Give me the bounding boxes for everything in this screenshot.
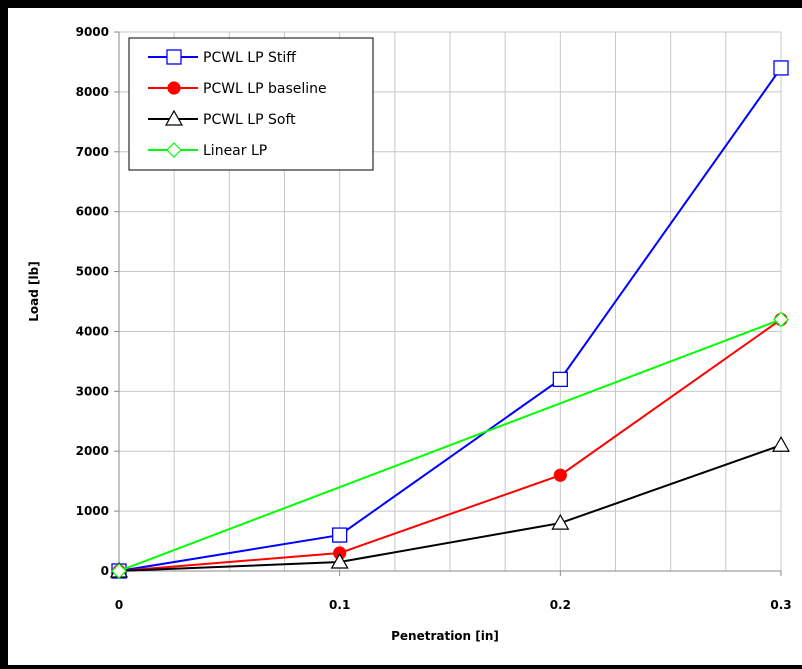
y-tick-label: 6000 [76,205,109,219]
legend-item: PCWL LP Soft [148,109,296,128]
y-tick-label: 3000 [76,384,109,398]
series-line [118,318,782,572]
series-3 [111,311,789,579]
data-point [773,60,789,76]
axes: 0 1000 2000 3000 4000 5000 6000 7000 8000 9000 0 0.… [76,25,792,612]
y-tick-label: 0 [101,564,109,578]
x-tick-label: 0.2 [550,598,571,612]
legend-marker [166,49,182,65]
legend-label: PCWL LP Soft [203,112,296,128]
y-axis-title: Load [lb] [27,261,41,321]
y-tick-label: 2000 [76,444,109,458]
series-line [118,444,782,572]
legend-item: PCWL LP Stiff [148,49,296,66]
legend-marker [164,109,184,126]
y-tick-label: 5000 [76,265,109,279]
data-point [552,371,568,388]
y-tick-label: 1000 [76,504,109,518]
y-tick-label: 4000 [76,324,109,338]
legend-label: PCWL LP baseline [203,81,327,97]
data-point [553,468,567,482]
legend-label: Linear LP [203,143,267,159]
x-axis-title: Penetration [in] [391,629,499,643]
series [109,60,791,579]
legend-item: Linear LP [148,142,267,159]
legend-marker [167,81,181,95]
data-point [551,513,570,530]
data-point [111,563,127,579]
data-point [332,527,348,543]
legend-marker [166,142,182,158]
x-tick-label: 0.1 [329,598,350,612]
data-point [773,311,789,328]
data-point [330,552,349,569]
y-tick-label: 8000 [76,85,109,99]
y-tick-label: 7000 [76,145,109,159]
data-point [771,436,791,452]
series-line [118,318,782,572]
y-tick-label: 9000 [76,25,109,39]
legend: PCWL LP Stiff PCWL LP baseline PCWL LP Sof… [128,37,374,171]
x-tick-label: 0 [115,598,123,612]
x-tick-label: 0.3 [770,598,791,612]
series-line [118,67,782,572]
legend-item: PCWL LP baseline [148,81,327,97]
legend-label: PCWL LP Stiff [203,50,296,66]
